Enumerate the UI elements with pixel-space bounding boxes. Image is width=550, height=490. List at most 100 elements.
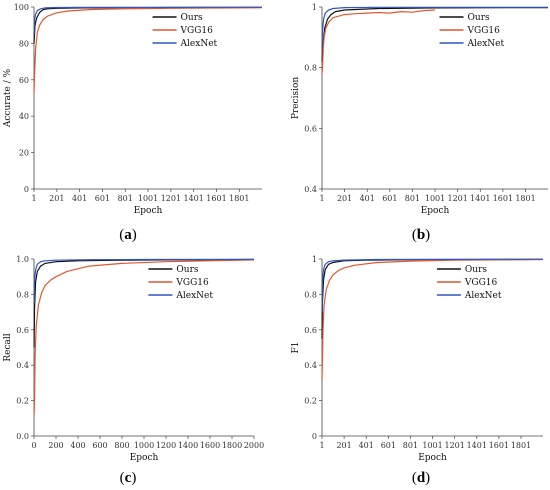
x-axis-label: Epoch: [421, 206, 450, 216]
y-tick-label: 1.0: [16, 255, 29, 264]
x-tick-label: 201: [336, 441, 351, 450]
y-axis-label: Accurate / %: [3, 68, 13, 128]
series-line-vgg16: [33, 7, 263, 95]
x-tick-label: 0: [31, 441, 36, 450]
legend-label: Ours: [468, 13, 490, 23]
x-tick-label: 1401: [184, 194, 204, 203]
y-tick-label: 0: [312, 432, 317, 441]
x-tick-label: 1201: [447, 194, 467, 203]
y-tick-label: 0.6: [16, 326, 29, 335]
chart-panel-c: 0 200 400 600 800 1000 1200 1400 1600 1800 2000 0.0…: [3, 255, 264, 463]
x-tick-label: 200: [48, 441, 63, 450]
legend-label: VGG16: [175, 278, 209, 288]
x-tick-label: 401: [360, 194, 375, 203]
legend-label: VGG16: [464, 278, 498, 288]
series-line-vgg16: [321, 9, 435, 74]
y-tick-label: 40: [19, 112, 29, 121]
y-tick-label: 1: [312, 3, 317, 12]
y-tick-label: 0.4: [16, 361, 29, 370]
x-tick-label: 1000: [134, 441, 154, 450]
y-tick-label: 0.8: [16, 290, 29, 299]
x-tick-label: 600: [92, 441, 107, 450]
x-tick-label: 1401: [470, 194, 490, 203]
y-axis-label: Precision: [291, 77, 301, 120]
legend-label: VGG16: [467, 26, 501, 36]
legend-label: AlexNet: [464, 291, 502, 301]
legend: Ours VGG16 AlexNet: [439, 13, 505, 49]
x-tick-label: 1001: [422, 441, 442, 450]
x-tick-label: 1400: [178, 441, 198, 450]
panel-label: (b): [412, 227, 430, 243]
panel-label: (c): [120, 470, 137, 486]
series-line-ours: [33, 6, 263, 44]
x-tick-label: 1001: [138, 194, 158, 203]
x-tick-label: 1401: [467, 441, 487, 450]
x-tick-label: 601: [382, 194, 397, 203]
series-line-vgg16: [321, 258, 544, 380]
x-tick-label: 201: [49, 194, 64, 203]
y-tick-label: 0.4: [304, 361, 317, 370]
series-line-alexnet: [33, 258, 255, 304]
series-line-alexnet: [33, 6, 263, 35]
x-tick-label: 1: [319, 194, 324, 203]
x-tick-label: 1201: [444, 441, 464, 450]
legend-label: AlexNet: [180, 39, 218, 49]
panel-label: (d): [412, 470, 430, 486]
y-tick-label: 0.8: [304, 290, 317, 299]
y-tick-label: 1: [312, 255, 317, 264]
x-axis-label: Epoch: [130, 453, 159, 463]
y-tick-label: 0.2: [16, 397, 29, 406]
legend-label: AlexNet: [175, 291, 213, 301]
y-tick-label: 0.6: [304, 124, 317, 133]
legend-label: Ours: [465, 265, 487, 275]
x-tick-label: 401: [359, 441, 374, 450]
y-tick-label: 0.6: [304, 326, 317, 335]
series-line-ours: [321, 7, 549, 62]
series-line-alexnet: [321, 6, 548, 50]
x-tick-label: 1801: [515, 194, 535, 203]
y-tick-label: 0.4: [304, 185, 317, 194]
x-axis-label: Epoch: [134, 206, 163, 216]
legend: Ours VGG16 AlexNet: [148, 265, 213, 301]
series-line-vgg16: [33, 259, 255, 415]
y-tick-label: 0: [24, 185, 29, 194]
series-line-alexnet: [321, 258, 544, 313]
x-tick-label: 1001: [425, 194, 445, 203]
x-tick-label: 201: [337, 194, 352, 203]
x-tick-label: 1801: [229, 194, 249, 203]
x-tick-label: 1601: [489, 441, 509, 450]
y-tick-label: 20: [19, 149, 29, 158]
legend-label: AlexNet: [467, 39, 505, 49]
legend-label: VGG16: [180, 26, 214, 36]
x-tick-label: 601: [381, 441, 396, 450]
legend: Ours VGG16 AlexNet: [436, 265, 502, 301]
x-tick-label: 801: [118, 194, 133, 203]
chart-panel-d: 1 201 401 601 801 1001 1201 1401 1601 180100.20.4…: [291, 255, 544, 463]
y-tick-label: 0.8: [304, 64, 317, 73]
y-axis-label: F1: [291, 342, 301, 354]
chart-panel-a: 1 201 401 601 801 1001 1201 1401 1601 18010204060…: [3, 3, 263, 216]
x-tick-label: 1601: [206, 194, 226, 203]
x-tick-label: 1800: [222, 441, 242, 450]
x-axis-label: Epoch: [418, 453, 447, 463]
y-tick-label: 60: [19, 76, 29, 85]
x-tick-label: 400: [70, 441, 85, 450]
y-tick-label: 0.2: [304, 397, 317, 406]
series-line-ours: [321, 258, 544, 339]
legend-label: Ours: [181, 13, 203, 23]
x-tick-label: 401: [72, 194, 87, 203]
y-tick-label: 80: [19, 39, 29, 48]
panel-label: (a): [119, 227, 137, 243]
x-tick-label: 1200: [156, 441, 176, 450]
x-tick-label: 1601: [493, 194, 513, 203]
x-tick-label: 601: [95, 194, 110, 203]
x-tick-label: 2000: [244, 441, 264, 450]
x-tick-label: 1: [31, 194, 36, 203]
chart-panel-b: 1 201 401 601 801 1001 1201 1401 1601 18010.40.60…: [291, 3, 549, 216]
x-tick-label: 801: [403, 441, 418, 450]
series-line-ours: [33, 258, 255, 348]
x-tick-label: 1201: [161, 194, 181, 203]
legend-label: Ours: [176, 265, 198, 275]
x-tick-label: 1: [319, 441, 324, 450]
